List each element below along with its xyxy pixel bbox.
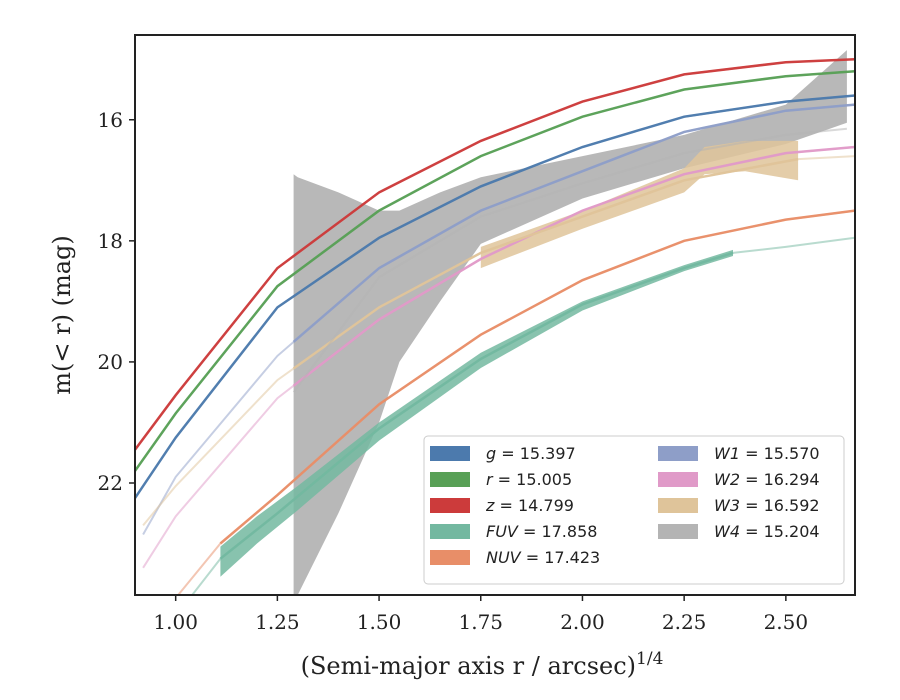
x-tick-label: 1.25 [255,610,300,634]
series-line-faint-w4 [292,127,847,393]
x-tick-label: 2.00 [560,610,605,634]
legend-label: r = 15.005 [486,470,572,489]
x-tick-label: 1.75 [458,610,503,634]
legend-swatch [658,498,698,513]
x-tick-label: 1.00 [153,610,198,634]
legend-label: W1 = 15.570 [714,444,820,463]
x-tick-label: 2.50 [764,610,809,634]
legend-label: W3 = 16.592 [714,496,820,515]
plot-frame [134,34,856,596]
series-line-z [135,57,855,451]
band-w4 [293,50,847,595]
x-axis-ticks: 1.00 1.25 1.50 1.75 2.00 2.25 2.50 [153,595,808,634]
legend-swatch [430,550,470,565]
legend-label: W2 = 16.294 [714,470,820,489]
x-tick-label: 2.25 [662,610,707,634]
x-tick-label: 1.50 [357,610,402,634]
legend-label: FUV = 17.858 [486,522,597,541]
series-line-w2 [292,145,855,387]
legend-swatch [430,498,470,513]
legend-label: NUV = 17.423 [486,548,600,567]
series-line-g [135,94,855,499]
legend-swatch [430,524,470,539]
legend-swatch [658,524,698,539]
legend-swatch [658,472,698,487]
legend-swatch [658,446,698,461]
legend-box [423,435,845,585]
y-axis-ticks: 16 18 20 22 [98,108,135,495]
series-line-w3 [292,157,799,370]
series-line-nuv [219,209,855,545]
legend-swatch [430,446,470,461]
y-tick-label: 18 [98,229,123,253]
legend-swatch [430,472,470,487]
legend-label: g = 15.397 [486,444,576,463]
legend: g = 15.397 r = 15.005 z = 14.799 FUV = 17.8… [423,435,845,585]
x-axis-label: (Semi-major axis r / arcsec)1/4 [301,649,664,680]
y-axis-label: m(< r) (mag) [48,235,76,394]
y-tick-label: 20 [98,350,123,374]
y-tick-label: 22 [98,471,123,495]
legend-label: W4 = 15.204 [714,522,820,541]
series-line-fuv [219,251,734,560]
series-line-r [135,70,855,472]
series-lines [135,57,855,595]
y-tick-label: 16 [98,108,123,132]
series-line-w1 [292,103,855,343]
legend-label: z = 14.799 [485,496,574,515]
